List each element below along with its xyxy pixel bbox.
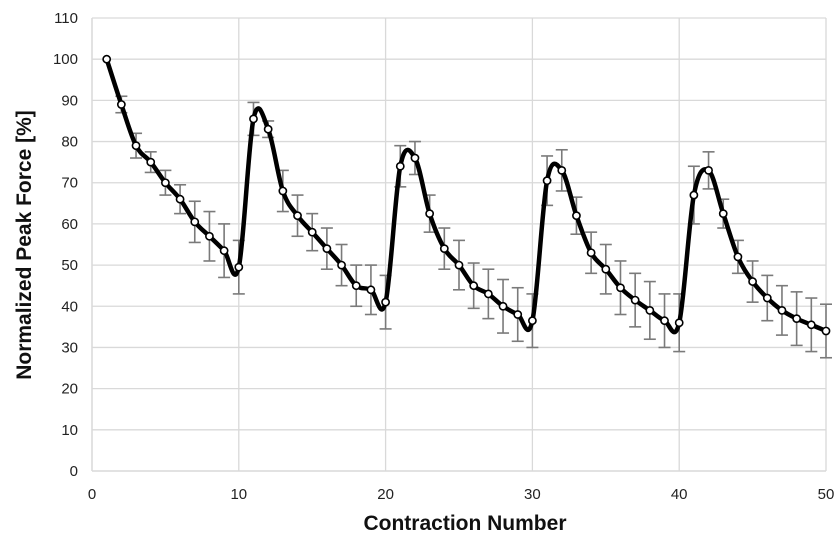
y-tick-label: 30: [61, 339, 78, 356]
data-point: [425, 209, 435, 219]
data-point: [454, 260, 464, 270]
data-point: [586, 248, 596, 258]
y-tick-label: 40: [61, 298, 78, 315]
data-point: [366, 285, 376, 295]
data-point: [322, 244, 332, 254]
data-point: [131, 141, 141, 151]
data-point: [307, 227, 317, 237]
data-point: [439, 244, 449, 254]
data-point: [102, 54, 112, 64]
data-point: [395, 161, 405, 171]
y-tick-label: 100: [53, 51, 78, 68]
data-point: [205, 231, 214, 241]
data-point: [704, 165, 713, 175]
x-tick-label: 0: [88, 486, 96, 503]
y-tick-label: 20: [61, 381, 78, 398]
series-line-layer: [104, 56, 829, 335]
data-point: [645, 305, 655, 315]
data-point: [234, 262, 244, 272]
x-axis-title: Contraction Number: [363, 512, 566, 535]
y-tick-label: 0: [70, 463, 78, 480]
data-point: [821, 326, 831, 336]
data-point: [498, 301, 508, 311]
data-point: [557, 165, 567, 175]
data-point: [792, 314, 802, 324]
x-tick-label: 40: [671, 486, 688, 503]
data-point: [293, 211, 302, 221]
data-point: [616, 283, 625, 293]
y-tick-label: 10: [61, 422, 78, 439]
data-point: [146, 157, 156, 167]
y-tick-label: 50: [61, 257, 78, 274]
data-point: [513, 310, 523, 319]
data-point: [175, 194, 185, 204]
data-point: [249, 114, 258, 124]
data-point: [572, 211, 581, 221]
data-point: [718, 209, 728, 219]
x-tick-label: 30: [524, 486, 541, 503]
data-point: [660, 316, 669, 326]
data-point: [219, 246, 229, 256]
data-point: [762, 293, 772, 303]
data-point: [160, 178, 170, 188]
y-tick-label: 90: [61, 92, 78, 109]
data-point: [542, 176, 552, 186]
data-point: [528, 316, 537, 326]
data-point: [337, 260, 346, 270]
data-point: [278, 186, 288, 196]
data-point: [116, 100, 126, 109]
data-point: [410, 153, 420, 163]
y-tick-labels: 0 10 20 30 40 50 60 70 80 90 100 110: [53, 10, 78, 480]
data-point: [381, 297, 390, 307]
x-tick-label: 50: [818, 486, 835, 503]
data-point: [469, 281, 479, 291]
data-point: [630, 295, 640, 305]
data-point: [190, 217, 200, 227]
data-point: [674, 318, 684, 328]
x-tick-labels: 0 10 20 30 40 50: [88, 486, 835, 503]
y-axis-title: Normalized Peak Force [%]: [13, 110, 36, 380]
data-point: [689, 190, 699, 200]
y-tick-label: 80: [61, 134, 78, 151]
y-tick-label: 70: [61, 175, 78, 192]
series-line: [104, 56, 829, 335]
data-point: [483, 289, 493, 299]
data-point: [733, 252, 743, 262]
y-tick-label: 110: [54, 10, 78, 27]
axes: [91, 18, 826, 472]
x-tick-label: 20: [377, 486, 394, 503]
y-tick-label: 60: [61, 216, 78, 233]
error-bars: [115, 95, 832, 359]
data-point: [601, 264, 611, 274]
data-points: [102, 54, 831, 336]
data-point: [806, 320, 816, 330]
x-tick-label: 10: [230, 486, 247, 503]
data-point: [748, 277, 757, 286]
data-point: [777, 305, 787, 315]
data-point: [263, 124, 273, 134]
data-point: [351, 281, 361, 291]
